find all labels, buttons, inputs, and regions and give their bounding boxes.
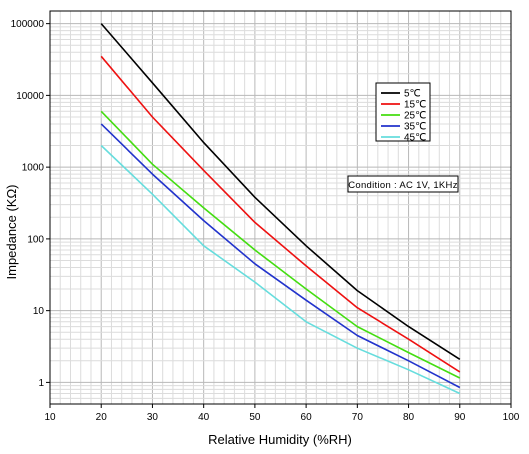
x-tick-label: 30	[147, 412, 159, 423]
series-line-4	[100, 123, 461, 389]
x-tick-label: 40	[198, 412, 210, 423]
condition-box	[347, 175, 459, 193]
y-tick-label: 1000	[22, 163, 45, 174]
x-tick-label: 10	[44, 412, 56, 423]
x-axis-label: Relative Humidity (%RH)	[208, 432, 352, 447]
condition-text: Condition : AC 1V, 1KHz	[348, 180, 458, 191]
y-tick-label: 1	[38, 378, 44, 389]
legend-items: 5℃15℃25℃35℃45℃	[381, 89, 426, 144]
series-line-5	[100, 144, 461, 395]
legend-label: 25℃	[404, 111, 426, 122]
legend: 5℃15℃25℃35℃45℃	[375, 82, 431, 144]
x-tick-label: 90	[454, 412, 466, 423]
x-tick-label: 50	[249, 412, 261, 423]
y-tick-label: 10000	[16, 91, 44, 102]
legend-label: 15℃	[404, 100, 426, 111]
legend-label: 35℃	[404, 122, 426, 133]
legend-label: 5℃	[404, 89, 421, 100]
y-tick-label: 10	[33, 306, 45, 317]
y-axis-ticks: 1 10 100 1000 10000 100000	[11, 19, 50, 389]
chart-grid	[49, 11, 512, 405]
legend-label: 45℃	[404, 133, 426, 144]
x-tick-label: 20	[96, 412, 108, 423]
y-tick-label: 100000	[11, 19, 45, 30]
series-lines	[100, 23, 461, 395]
series-line-3	[100, 110, 461, 379]
condition-annotation: Condition : AC 1V, 1KHz	[347, 175, 459, 193]
x-tick-label: 70	[352, 412, 364, 423]
x-tick-label: 60	[301, 412, 313, 423]
series-line-1	[100, 23, 461, 360]
x-axis-ticks: 10 20 30 40 50 60 70 80 90 100	[44, 404, 520, 423]
x-tick-label: 80	[403, 412, 415, 423]
series-line-2	[100, 55, 461, 373]
x-tick-label: 100	[503, 412, 520, 423]
plot-frame	[49, 10, 512, 405]
y-axis-label: Impedance (KΩ)	[4, 185, 19, 280]
y-tick-label: 100	[27, 234, 44, 245]
